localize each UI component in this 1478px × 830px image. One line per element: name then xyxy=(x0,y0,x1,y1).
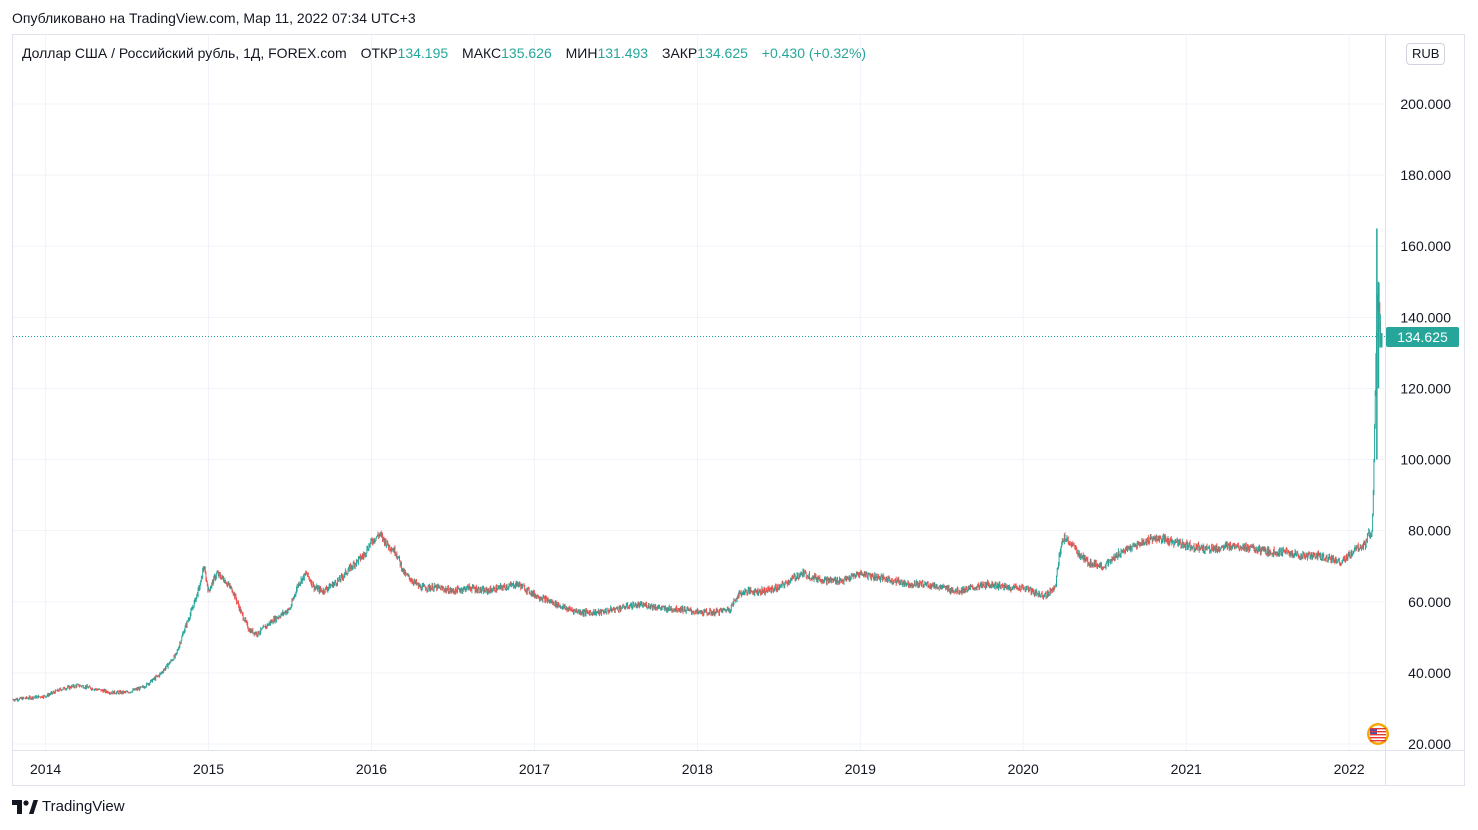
y-tick-label: 160.000 xyxy=(1400,238,1451,254)
low-value: 131.493 xyxy=(597,45,649,61)
x-tick-label: 2022 xyxy=(1334,761,1365,777)
y-tick-label: 40.000 xyxy=(1408,665,1451,681)
tradingview-logo[interactable]: TradingView xyxy=(12,798,125,815)
x-tick-label: 2020 xyxy=(1008,761,1039,777)
last-price-label: 134.625 xyxy=(1386,327,1459,347)
y-tick-label: 200.000 xyxy=(1400,96,1451,112)
x-tick-label: 2018 xyxy=(682,761,713,777)
y-tick-label: 60.000 xyxy=(1408,594,1451,610)
x-tick-label: 2016 xyxy=(356,761,387,777)
open-label: ОТКР xyxy=(360,45,398,61)
change-value: +0.430 (+0.32%) xyxy=(761,45,867,61)
y-tick-label: 20.000 xyxy=(1408,736,1451,752)
candles-group xyxy=(12,228,1383,702)
us-flag-icon[interactable] xyxy=(1367,723,1389,745)
x-tick-label: 2015 xyxy=(193,761,224,777)
low-label: МИН xyxy=(565,45,598,61)
tradingview-logo-icon xyxy=(12,799,38,814)
close-value: 134.625 xyxy=(697,45,748,61)
y-tick-label: 80.000 xyxy=(1408,523,1451,539)
open-value: 134.195 xyxy=(397,45,449,61)
ohlc-legend: Доллар США / Российский рубль, 1Д, FOREX… xyxy=(22,45,866,61)
y-tick-label: 100.000 xyxy=(1400,452,1451,468)
y-tick-label: 120.000 xyxy=(1400,380,1451,396)
close-label: ЗАКР xyxy=(661,45,698,61)
high-label: МАКС xyxy=(462,45,502,61)
brand-name: TradingView xyxy=(42,798,125,815)
high-value: 135.626 xyxy=(501,45,552,61)
currency-badge[interactable]: RUB xyxy=(1406,43,1446,65)
x-tick-label: 2017 xyxy=(519,761,550,777)
symbol-title[interactable]: Доллар США / Российский рубль, 1Д, FOREX… xyxy=(22,45,347,61)
y-tick-label: 180.000 xyxy=(1400,167,1451,183)
chart-frame xyxy=(12,34,1465,786)
x-tick-label: 2021 xyxy=(1171,761,1202,777)
x-tick-label: 2014 xyxy=(30,761,61,777)
y-tick-label: 140.000 xyxy=(1400,309,1451,325)
x-tick-label: 2019 xyxy=(845,761,876,777)
published-caption: Опубликовано на TradingView.com, Мар 11,… xyxy=(12,10,416,26)
